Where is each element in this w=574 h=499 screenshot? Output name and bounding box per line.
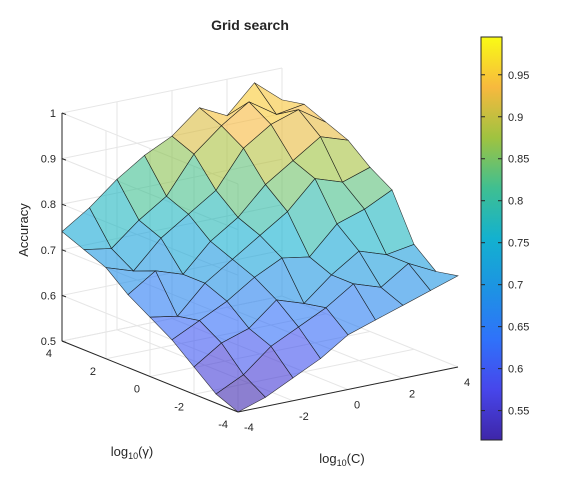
axes-box [61, 112, 459, 413]
z-tick-mark [61, 294, 67, 298]
axis-line-x [237, 366, 459, 413]
colorbar-gradient [480, 36, 503, 441]
colorbar-tick-label: 0.95 [508, 70, 529, 82]
z-tick-mark [61, 340, 67, 343]
z-tick-label: 0.7 [41, 245, 56, 257]
z-tick-label: 0.9 [41, 154, 56, 166]
x-tick-label: -4 [244, 422, 254, 434]
y-tick-label: 4 [46, 348, 52, 360]
colorbar-tick-label: 0.75 [508, 238, 529, 250]
x-axis-label-arg: (C) [347, 451, 365, 466]
surface-patch [407, 262, 459, 291]
colorbar-ticks: 0.55 0.6 0.65 0.7 0.75 0.8 0.85 0.9 0.95 [481, 70, 529, 418]
colorbar-tick-label: 0.7 [508, 280, 523, 292]
y-axis-label-subscript: 10 [128, 451, 138, 461]
tick-labels: 0.5 0.6 0.7 0.8 0.9 1 -4 -2 0 2 4 -4 -2 0 2 4 [41, 108, 470, 434]
surface-plot [61, 82, 459, 413]
z-tick-mark [61, 112, 67, 115]
chart-title: Grid search [211, 17, 289, 33]
z-tick-mark [61, 203, 67, 207]
y-axis-label-arg: (γ) [138, 444, 153, 459]
z-tick-label: 0.6 [41, 290, 56, 302]
y-tick-label: 0 [134, 384, 140, 396]
x-axis-label-subscript: 10 [337, 458, 347, 468]
z-tick-mark [61, 249, 67, 252]
colorbar-tick-label: 0.55 [508, 406, 529, 418]
y-tick-label: 2 [90, 366, 96, 378]
z-axis-label: Accuracy [16, 203, 31, 257]
y-axis-label: log10(γ) [111, 444, 154, 461]
z-tick-label: 0.8 [41, 199, 56, 211]
colorbar-tick-label: 0.8 [508, 196, 523, 208]
x-tick-label: -2 [299, 411, 309, 423]
x-tick-label: 0 [354, 400, 360, 412]
y-tick-label: -2 [174, 401, 184, 413]
x-tick-label: 2 [409, 388, 415, 400]
z-tick-mark [61, 158, 67, 161]
colorbar-tick-label: 0.85 [508, 154, 529, 166]
colorbar-tick-label: 0.9 [508, 112, 523, 124]
colorbar-tick-label: 0.65 [508, 322, 529, 334]
colorbar: 0.55 0.6 0.65 0.7 0.75 0.8 0.85 0.9 0.95 [480, 36, 529, 441]
z-tick-label: 1 [50, 108, 56, 120]
z-tick-label: 0.5 [41, 336, 56, 348]
axis-line-y [61, 340, 239, 413]
x-axis-label: log10(C) [319, 451, 364, 468]
x-tick-label: 4 [464, 377, 470, 389]
y-tick-label: -4 [218, 419, 228, 431]
colorbar-tick-label: 0.6 [508, 364, 523, 376]
